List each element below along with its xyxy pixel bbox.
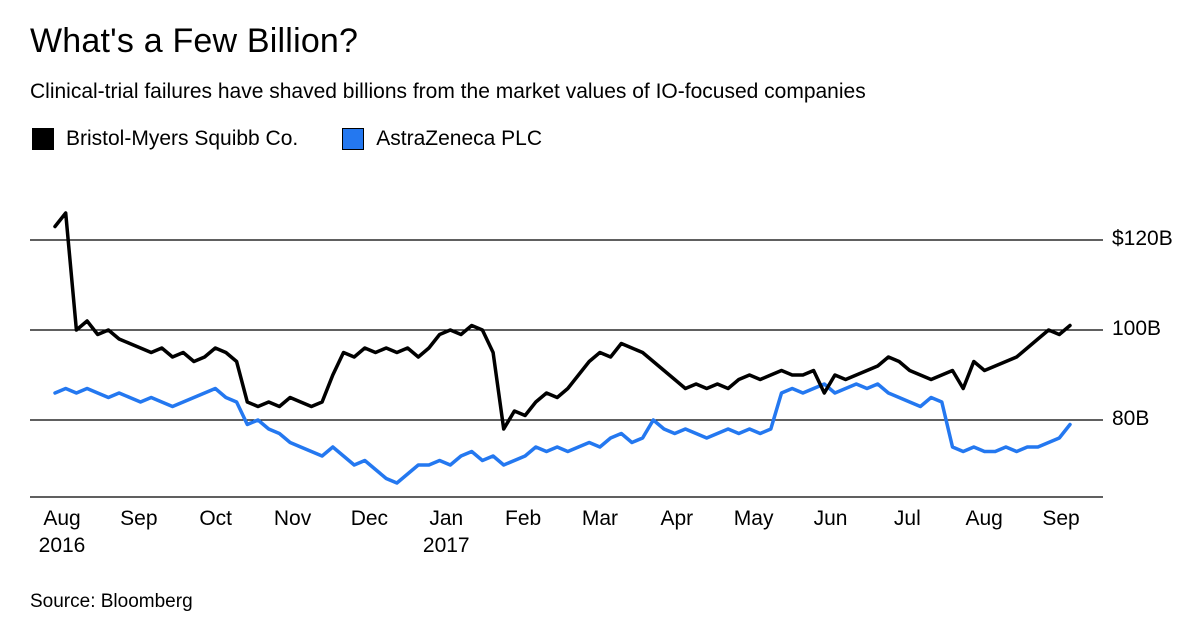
legend: Bristol-Myers Squibb Co. AstraZeneca PLC — [32, 127, 542, 151]
y-axis-tick-100b: 100B — [1112, 317, 1162, 340]
source-attribution: Source: Bloomberg — [30, 591, 193, 612]
chart-subtitle: Clinical-trial failures have shaved bill… — [30, 80, 866, 103]
legend-label-astrazeneca: AstraZeneca PLC — [376, 127, 542, 150]
series-line-bristol-myers — [53, 211, 1072, 431]
legend-label-bristol-myers: Bristol-Myers Squibb Co. — [66, 127, 299, 150]
y-axis-tick-120b: $120B — [1112, 227, 1173, 250]
legend-item-astrazeneca: AstraZeneca PLC — [342, 127, 542, 151]
legend-swatch-bristol-myers — [32, 128, 54, 150]
y-axis-tick-80b: 80B — [1112, 407, 1150, 430]
legend-swatch-astrazeneca — [342, 128, 365, 150]
legend-item-bristol-myers: Bristol-Myers Squibb Co. — [32, 127, 298, 151]
chart-title: What's a Few Billion? — [30, 22, 359, 60]
series-line-astrazeneca — [53, 382, 1072, 485]
